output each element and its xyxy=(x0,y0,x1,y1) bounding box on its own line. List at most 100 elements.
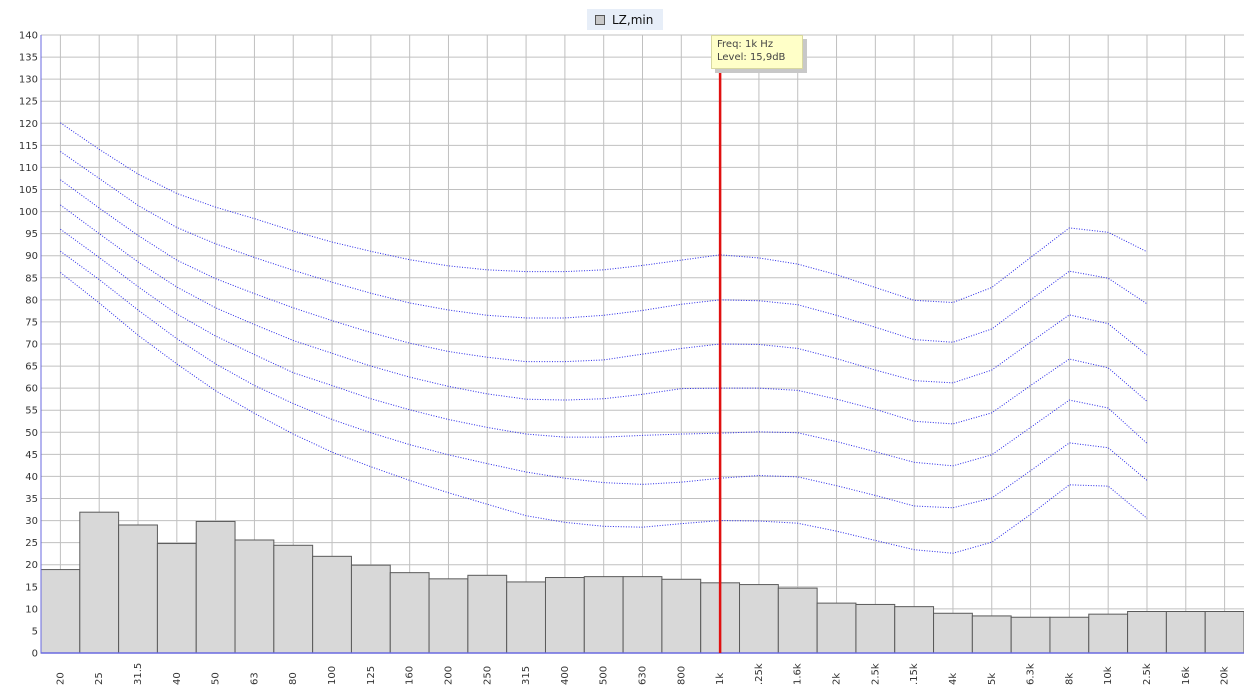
y-tick-label: 85 xyxy=(25,273,38,284)
y-tick-label: 20 xyxy=(25,560,38,571)
y-tick-label: 80 xyxy=(25,295,38,306)
y-tick-label: 45 xyxy=(25,450,38,461)
bar xyxy=(467,574,508,654)
y-tick-label: 90 xyxy=(25,251,38,262)
legend-swatch xyxy=(595,14,605,25)
bar xyxy=(1010,616,1051,654)
x-tick-label: 20 xyxy=(55,672,66,685)
bar xyxy=(583,576,624,654)
contour-line xyxy=(60,228,1148,467)
y-tick-label: 30 xyxy=(25,516,38,527)
y-tick-label: 75 xyxy=(25,317,38,328)
x-tick-label: 500 xyxy=(599,666,610,685)
x-tick-label: 5k xyxy=(987,673,998,685)
y-tick-label: 5 xyxy=(32,626,38,637)
bar xyxy=(273,544,314,654)
y-tick-label: 70 xyxy=(25,340,38,351)
bar xyxy=(40,569,81,654)
x-tick-label: 200 xyxy=(443,666,454,685)
bar xyxy=(544,577,585,654)
y-tick-label: 110 xyxy=(19,163,38,174)
bar xyxy=(739,584,779,654)
x-tick-label: 50 xyxy=(211,672,222,685)
contour-line xyxy=(60,151,1148,343)
x-tick-label: 160 xyxy=(405,666,416,685)
y-tick-label: 125 xyxy=(19,97,38,108)
bar xyxy=(79,511,120,654)
x-tick-label: 315 xyxy=(521,666,532,685)
y-tick-label: 65 xyxy=(25,362,38,373)
x-tick-label: 20k xyxy=(1220,666,1231,685)
y-tick-label: 95 xyxy=(25,229,38,240)
bar xyxy=(312,555,352,654)
x-tick-label: 2k xyxy=(832,673,843,685)
x-tick-label: 63 xyxy=(249,672,260,685)
x-tick-label: 125 xyxy=(366,666,377,685)
contour-line xyxy=(60,250,1148,509)
y-tick-label: 60 xyxy=(25,384,38,395)
bar xyxy=(1165,611,1206,654)
x-tick-label: 40 xyxy=(172,672,183,685)
bar xyxy=(1127,611,1167,654)
y-tick-label: 0 xyxy=(32,649,38,660)
x-tick-label: 6.3k xyxy=(1026,663,1037,685)
bar xyxy=(1049,616,1090,654)
x-tick-label: 31.5 xyxy=(133,663,144,685)
x-tick-label: 2.5k xyxy=(870,663,881,685)
y-tick-label: 55 xyxy=(25,406,38,417)
bar xyxy=(777,587,818,654)
bar xyxy=(234,539,275,654)
x-tick-label: 630 xyxy=(638,666,649,685)
legend-label: LZ,min xyxy=(612,12,654,27)
bar xyxy=(350,564,391,654)
bar xyxy=(195,520,236,654)
contour-line xyxy=(60,272,1148,554)
bar xyxy=(156,543,197,654)
x-tick-label: 8k xyxy=(1064,673,1075,685)
tooltip-frequency: Freq: 1k Hz xyxy=(717,39,774,50)
x-tick-label: .15k xyxy=(909,663,920,685)
legend[interactable]: LZ,min xyxy=(587,9,664,30)
x-tick-label: 400 xyxy=(560,666,571,685)
bar xyxy=(1088,613,1129,654)
y-tick-label: 120 xyxy=(19,119,38,130)
cursor-tooltip: Freq: 1k Hz Level: 15,9dB xyxy=(711,35,803,69)
x-tick-label: 80 xyxy=(288,672,299,685)
y-tick-label: 140 xyxy=(19,31,38,42)
bar xyxy=(855,603,896,654)
x-tick-label: 2.5k xyxy=(1142,663,1153,685)
x-tick-label: 10k xyxy=(1103,666,1114,685)
bar xyxy=(894,606,935,654)
bar xyxy=(428,578,469,654)
y-tick-label: 35 xyxy=(25,494,38,505)
y-tick-label: 100 xyxy=(19,207,38,218)
bar xyxy=(389,572,430,654)
bar xyxy=(1204,611,1244,654)
tooltip-level: Level: 15,9dB xyxy=(717,52,786,63)
bar xyxy=(622,576,663,654)
y-tick-label: 135 xyxy=(19,53,38,64)
bar xyxy=(933,612,973,654)
x-tick-label: 1.6k xyxy=(793,663,804,685)
x-tick-label: 1k xyxy=(715,673,726,685)
x-tick-label: 250 xyxy=(482,666,493,685)
x-tick-label: 100 xyxy=(327,666,338,685)
y-tick-label: 25 xyxy=(25,538,38,549)
bar xyxy=(816,602,857,654)
x-tick-label: 25 xyxy=(94,672,105,685)
y-tick-label: 130 xyxy=(19,75,38,86)
y-tick-label: 50 xyxy=(25,428,38,439)
y-tick-label: 10 xyxy=(25,604,38,615)
y-tick-label: 40 xyxy=(25,472,38,483)
x-tick-label: 800 xyxy=(676,666,687,685)
x-tick-label: .25k xyxy=(754,663,765,685)
y-tick-label: 15 xyxy=(25,582,38,593)
y-tick-label: 115 xyxy=(19,141,38,152)
bar xyxy=(661,578,702,654)
bar xyxy=(971,615,1012,654)
y-tick-label: 105 xyxy=(19,185,38,196)
bar xyxy=(118,524,158,654)
x-tick-label: 4k xyxy=(948,673,959,685)
bar xyxy=(506,581,546,654)
